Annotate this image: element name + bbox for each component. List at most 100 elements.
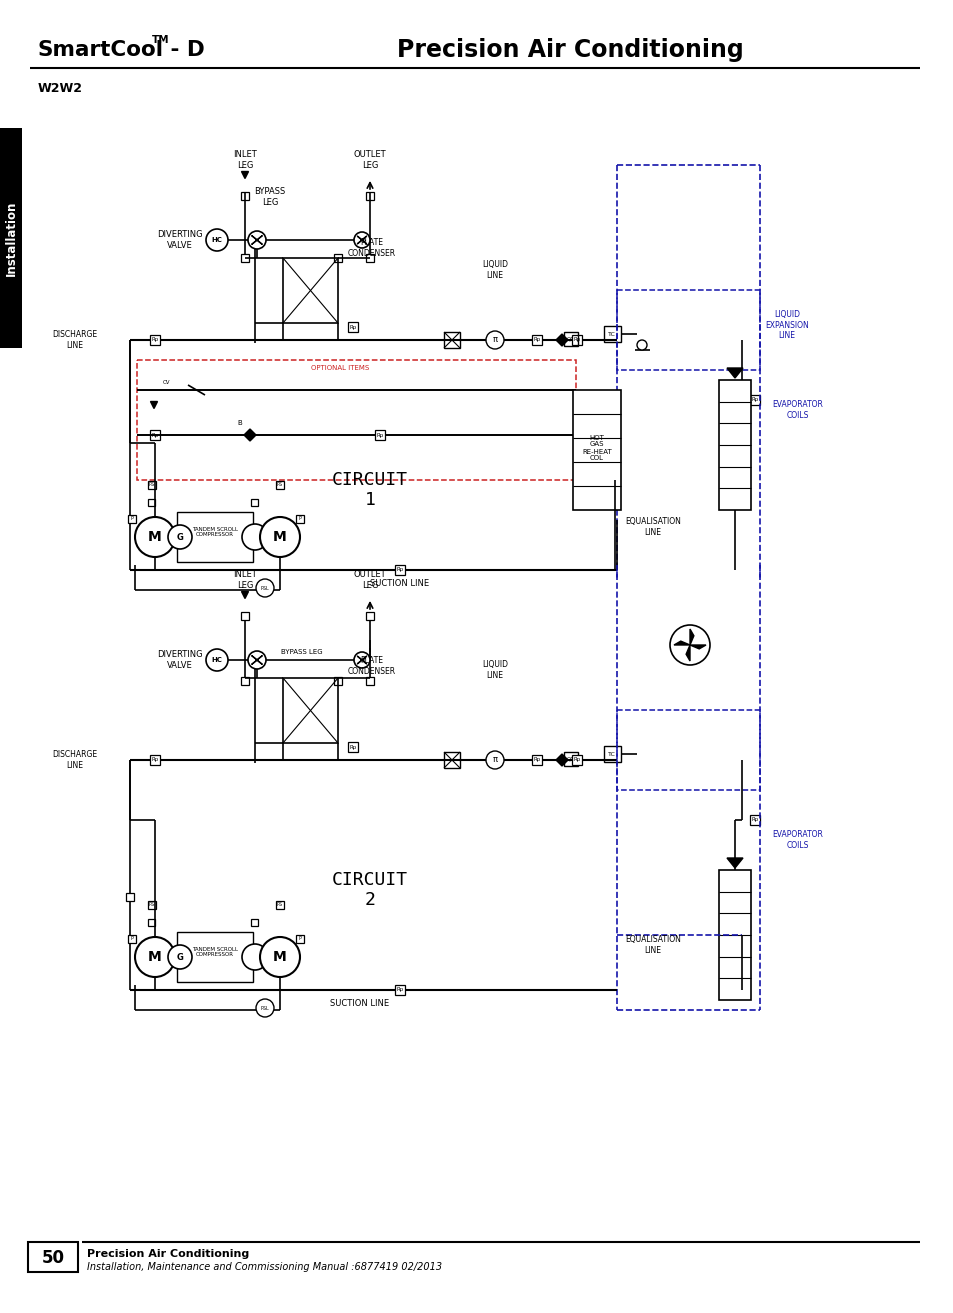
Polygon shape (241, 591, 248, 599)
Bar (252, 499, 258, 506)
Bar (283, 257, 337, 323)
Bar (366, 192, 374, 200)
Bar (443, 752, 459, 768)
Bar (532, 755, 541, 765)
Polygon shape (689, 629, 693, 645)
Text: INLET
LEG: INLET LEG (233, 570, 256, 590)
Bar (128, 935, 136, 943)
Circle shape (485, 751, 503, 769)
Text: HC: HC (212, 656, 222, 663)
Bar (252, 919, 258, 926)
Circle shape (260, 937, 299, 977)
Polygon shape (252, 240, 262, 244)
Circle shape (135, 937, 174, 977)
Text: INLET
LEG: INLET LEG (233, 150, 256, 169)
Text: Rp: Rp (395, 567, 403, 572)
Text: M: M (273, 951, 287, 964)
Circle shape (135, 517, 174, 557)
Text: TM: TM (152, 35, 170, 45)
Bar (749, 815, 760, 825)
Bar (241, 253, 249, 263)
Circle shape (242, 524, 268, 550)
Bar (275, 481, 284, 488)
Circle shape (485, 331, 503, 349)
Text: Rp: Rp (573, 758, 580, 763)
Polygon shape (685, 645, 689, 660)
Text: Precision Air Conditioning: Precision Air Conditioning (396, 38, 742, 62)
Bar (573, 390, 620, 509)
Text: M: M (273, 530, 287, 544)
Text: P: P (131, 516, 133, 521)
Circle shape (168, 945, 192, 969)
Bar (617, 290, 760, 370)
Bar (366, 253, 374, 263)
Text: Q1: Q1 (566, 336, 575, 341)
Bar (572, 755, 581, 765)
Bar (0, 127, 22, 348)
Polygon shape (356, 236, 366, 240)
Polygon shape (556, 754, 567, 765)
Text: PS: PS (276, 902, 283, 907)
Bar (150, 429, 160, 440)
Text: PS: PS (149, 902, 154, 907)
Text: - D: - D (163, 39, 205, 60)
Polygon shape (689, 645, 705, 649)
Bar (295, 935, 304, 943)
Text: OPTIONAL ITEMS: OPTIONAL ITEMS (311, 365, 369, 372)
Circle shape (260, 517, 299, 557)
Bar (241, 678, 249, 685)
Text: G: G (176, 952, 183, 961)
Bar (563, 752, 578, 765)
Bar (375, 429, 385, 440)
Text: PS: PS (276, 482, 283, 487)
Text: P: P (298, 516, 301, 521)
Polygon shape (556, 334, 567, 347)
Bar (532, 335, 541, 345)
Circle shape (354, 653, 370, 668)
Circle shape (248, 231, 266, 249)
Bar (334, 253, 341, 263)
Bar (283, 678, 337, 743)
Text: LIQUID
LINE: LIQUID LINE (481, 660, 507, 680)
Text: BYPASS LEG: BYPASS LEG (281, 649, 322, 655)
Text: CV: CV (163, 379, 171, 385)
Bar (603, 746, 620, 762)
Circle shape (168, 525, 192, 549)
Text: LIQUID
EXPANSION
LINE: LIQUID EXPANSION LINE (764, 310, 808, 340)
Bar (395, 985, 405, 995)
Text: Installation, Maintenance and Commissioning Manual :6877419 02/2013: Installation, Maintenance and Commission… (87, 1262, 441, 1272)
Text: Rp: Rp (349, 324, 356, 330)
Text: Rp: Rp (349, 744, 356, 750)
Text: Rp: Rp (152, 432, 158, 437)
Text: DISCHARGE
LINE: DISCHARGE LINE (52, 750, 97, 769)
Text: Installation: Installation (5, 201, 17, 276)
Text: 50: 50 (42, 1249, 65, 1267)
Text: Rp: Rp (751, 398, 758, 403)
Bar (366, 612, 374, 620)
Text: Rp: Rp (376, 432, 383, 437)
Text: W2W2: W2W2 (38, 81, 83, 95)
Text: B: B (237, 420, 242, 425)
Text: SmartCool: SmartCool (38, 39, 164, 60)
Polygon shape (252, 660, 262, 664)
Text: HC: HC (212, 238, 222, 243)
Polygon shape (241, 172, 248, 179)
Text: SUCTION LINE: SUCTION LINE (370, 579, 429, 588)
Text: EQUALISATION
LINE: EQUALISATION LINE (624, 935, 680, 955)
Bar (334, 678, 341, 685)
Bar (348, 742, 357, 752)
Text: HOT
GAS
RE-HEAT
COL: HOT GAS RE-HEAT COL (581, 435, 611, 461)
Bar (148, 481, 156, 488)
Polygon shape (356, 660, 366, 664)
Polygon shape (252, 235, 262, 240)
Bar (563, 332, 578, 347)
Text: P: P (298, 936, 301, 941)
Text: π: π (492, 336, 497, 344)
Text: Rp: Rp (533, 337, 540, 343)
Text: LIQUID
LINE: LIQUID LINE (481, 260, 507, 280)
Bar (366, 678, 374, 685)
Text: P: P (131, 936, 133, 941)
Circle shape (206, 228, 228, 251)
Text: PLATE
CONDENSER: PLATE CONDENSER (348, 238, 395, 257)
Text: Q1: Q1 (566, 756, 575, 762)
